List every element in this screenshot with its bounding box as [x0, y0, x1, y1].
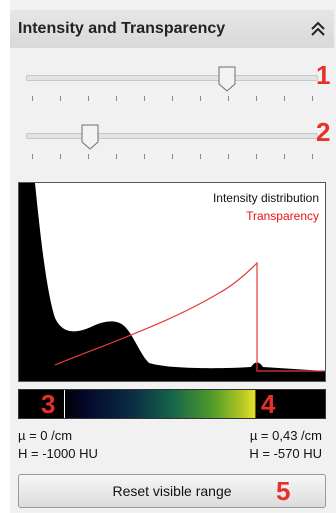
range-end-mu: µ = 0,43 /cm — [249, 428, 322, 443]
range-start-mu: µ = 0 /cm — [18, 428, 73, 443]
annotation-number: 2 — [316, 117, 331, 147]
intensity-lower-slider[interactable] — [26, 124, 318, 164]
slider-thumb[interactable] — [218, 66, 236, 92]
range-end-hu: H = -570 HU — [249, 446, 322, 461]
range-start-marker[interactable] — [64, 390, 65, 418]
annotation-number: 1 — [316, 60, 331, 90]
legend-transparency: Transparency — [246, 209, 319, 223]
intensity-distribution-area — [19, 183, 325, 381]
transparency-curve — [54, 261, 325, 372]
slider-track[interactable] — [26, 133, 318, 139]
annotation-number: 5 — [276, 476, 291, 506]
color-transfer-bar[interactable]: 3 4 — [18, 389, 326, 419]
annotation-number: 4 — [261, 389, 276, 419]
annotation-number: 3 — [41, 389, 56, 419]
intensity-upper-slider[interactable] — [26, 66, 318, 106]
slider-thumb[interactable] — [81, 124, 99, 150]
slider-ticks — [32, 96, 313, 102]
range-start-hu: H = -1000 HU — [18, 446, 98, 461]
reset-visible-range-button[interactable]: Reset visible range 5 — [18, 474, 326, 508]
section-header[interactable]: Intensity and Transparency — [10, 10, 334, 48]
slider-track[interactable] — [26, 75, 318, 81]
reset-button-label: Reset visible range — [112, 483, 232, 499]
histogram-chart[interactable]: Intensity distribution Transparency — [18, 182, 326, 382]
legend-intensity: Intensity distribution — [212, 191, 319, 205]
section-title: Intensity and Transparency — [18, 20, 226, 37]
double-chevron-up-icon[interactable] — [308, 19, 328, 39]
slider-ticks — [32, 154, 313, 160]
histogram-plot — [19, 183, 325, 381]
